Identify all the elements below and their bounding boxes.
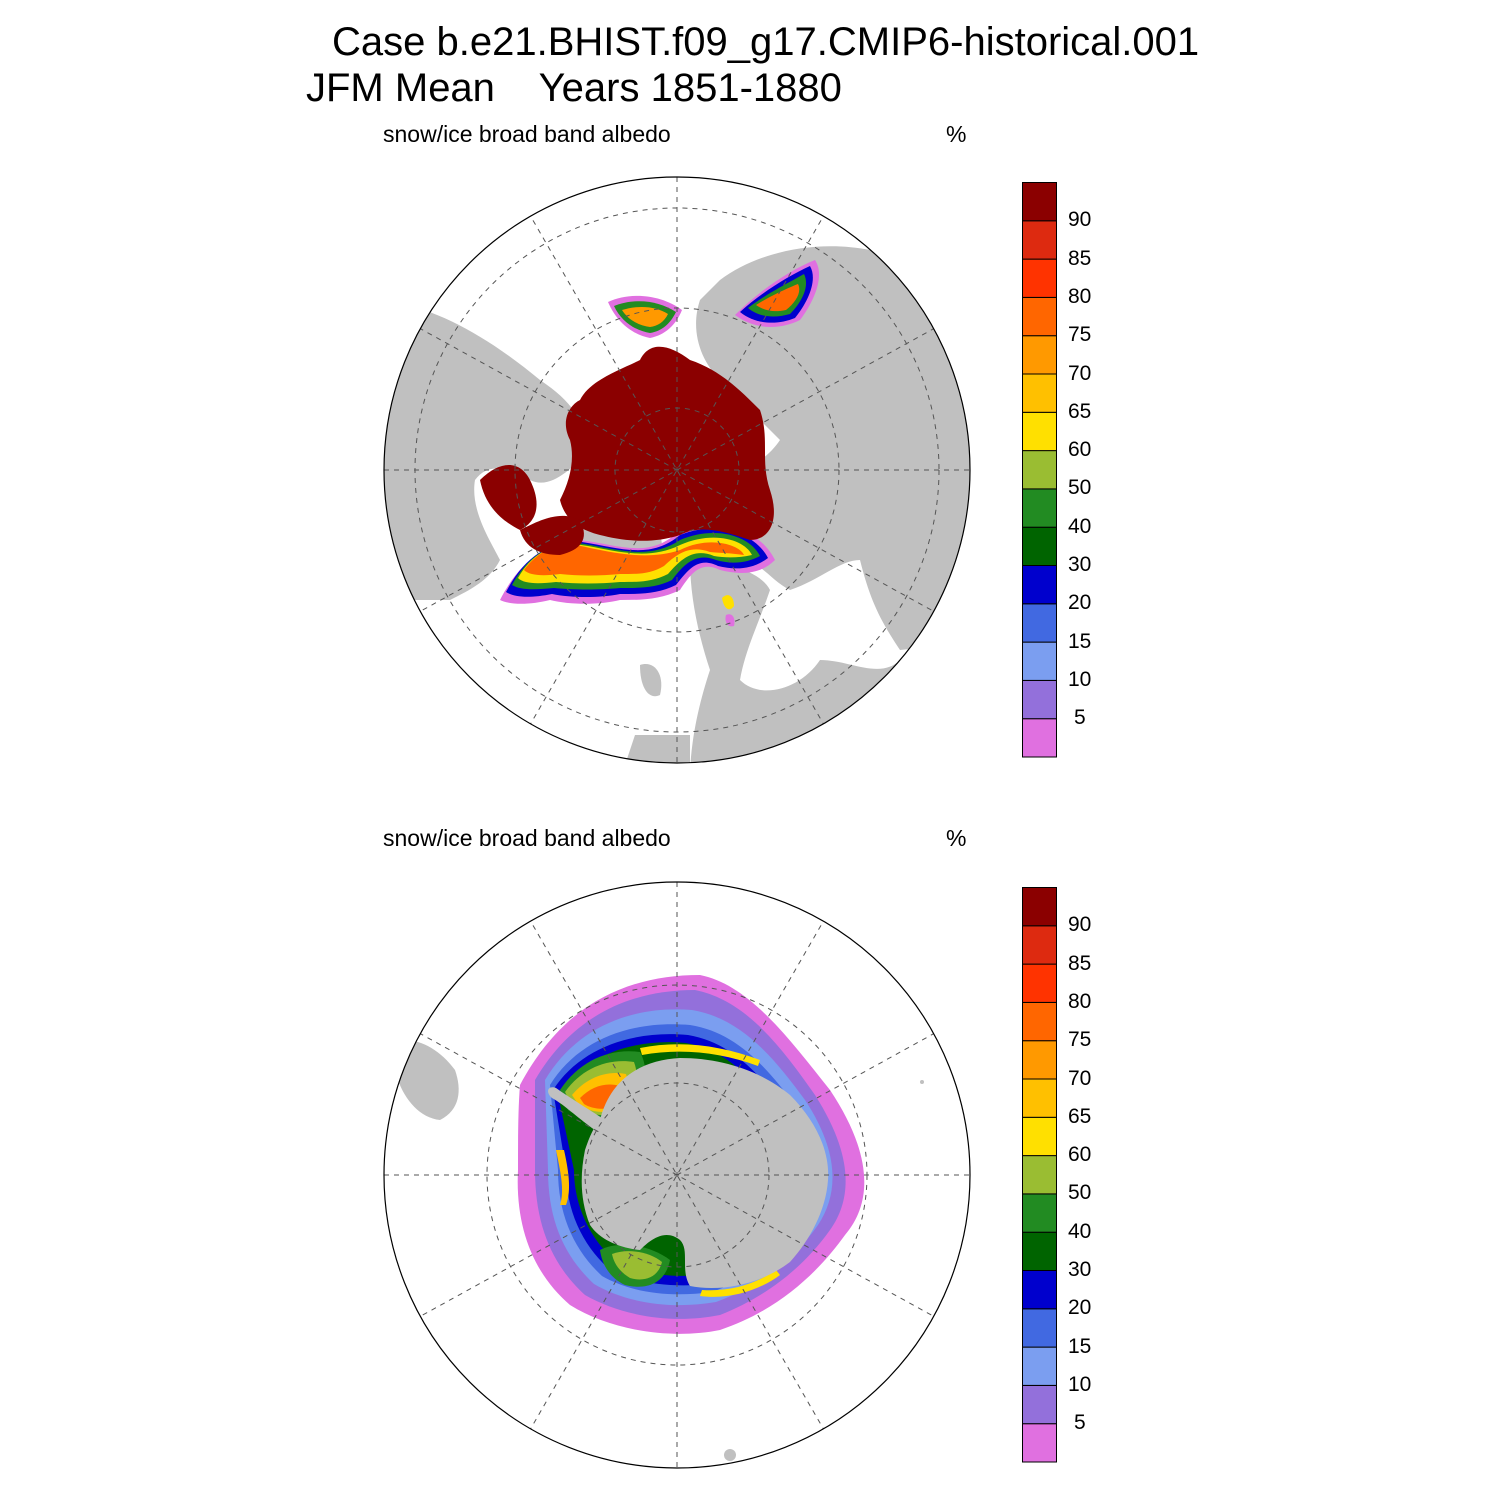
nh-colorbar-boxes — [1022, 182, 1057, 758]
nh-colorbar-box — [1022, 718, 1057, 758]
sh-colorbar-box — [1022, 1231, 1057, 1272]
sh-colorbar-tick-label: 90 — [1068, 913, 1092, 937]
sh-colorbar-box — [1022, 1193, 1057, 1233]
nh-colorbar-box — [1022, 565, 1057, 605]
sh-colorbar-tick-label: 15 — [1068, 1334, 1092, 1358]
sh-graticule — [384, 882, 970, 1468]
nh-colorbar-tick-label: 15 — [1068, 629, 1092, 653]
nh-colorbar-tick-label: 90 — [1068, 208, 1092, 232]
nh-colorbar-tick-label: 40 — [1068, 514, 1092, 538]
nh-map-border — [383, 176, 971, 764]
nh-colorbar-box — [1022, 641, 1057, 681]
sh-colorbar-box — [1022, 1040, 1057, 1080]
sh-colorbar-box — [1022, 925, 1057, 965]
sh-colorbar-tick-label: 20 — [1068, 1296, 1092, 1320]
sh-colorbar-tick-label: 10 — [1068, 1372, 1092, 1396]
nh-colorbar-tick-label: 10 — [1068, 667, 1092, 691]
nh-map — [383, 176, 971, 764]
sh-colorbar-tick-label: 60 — [1068, 1143, 1092, 1167]
nh-colorbar-tick-label: 70 — [1068, 361, 1092, 385]
nh-colorbar-box — [1022, 296, 1057, 337]
nh-colorbar-tick-label: 85 — [1068, 246, 1092, 270]
nh-colorbar-box — [1022, 526, 1057, 567]
sh-colorbar-tick-label: 85 — [1068, 951, 1092, 975]
sh-colorbar-boxes — [1022, 887, 1057, 1463]
sh-map-border — [383, 881, 971, 1469]
nh-colorbar-tick-label: 30 — [1068, 553, 1092, 576]
nh-colorbar-tick-label: 20 — [1068, 591, 1092, 615]
sh-colorbar-box — [1022, 887, 1057, 927]
nh-colorbar-box — [1022, 450, 1057, 490]
sh-colorbar-tick-label: 30 — [1068, 1258, 1092, 1281]
nh-colorbar-box — [1022, 488, 1057, 528]
sh-land — [398, 1039, 924, 1461]
nh-colorbar-box — [1022, 411, 1057, 452]
nh-colorbar-box — [1022, 182, 1057, 222]
nh-colorbar-tick-label: 65 — [1068, 399, 1092, 423]
nh-colorbar-tick-label: 75 — [1068, 323, 1092, 347]
nh-graticule — [384, 177, 970, 763]
sh-colorbar-tick-label: 65 — [1068, 1104, 1092, 1128]
sh-colorbar-box — [1022, 1116, 1057, 1157]
figure-title-period: JFM Mean Years 1851-1880 — [306, 66, 842, 110]
sh-colorbar-box — [1022, 1270, 1057, 1310]
sh-colorbar-box — [1022, 963, 1057, 1003]
sh-colorbar-box — [1022, 1346, 1057, 1386]
figure-title-case: Case b.e21.BHIST.f09_g17.CMIP6-historica… — [332, 20, 1200, 64]
sh-colorbar-tick-label: 80 — [1068, 989, 1092, 1013]
sh-colorbar-box — [1022, 1001, 1057, 1042]
nh-colorbar-tick-label: 60 — [1068, 438, 1092, 462]
nh-colorbar-tick-label: 5 — [1074, 706, 1086, 730]
sh-colorbar-tick-label: 75 — [1068, 1028, 1092, 1052]
nh-variable-label: snow/ice broad band albedo — [383, 121, 671, 147]
sh-colorbar-box — [1022, 1423, 1057, 1463]
sh-colorbar-box — [1022, 1384, 1057, 1425]
sh-colorbar-box — [1022, 1155, 1057, 1195]
sh-colorbar-box — [1022, 1078, 1057, 1118]
nh-colorbar-box — [1022, 603, 1057, 643]
nh-colorbar-box — [1022, 373, 1057, 413]
nh-units-label: % — [946, 121, 967, 147]
nh-colorbar-box — [1022, 220, 1057, 260]
nh-colorbar-box — [1022, 335, 1057, 375]
sh-colorbar-tick-label: 5 — [1074, 1411, 1086, 1435]
sh-colorbar-tick-label: 70 — [1068, 1066, 1092, 1090]
sh-map — [383, 881, 971, 1469]
sh-colorbar-tick-label: 50 — [1068, 1181, 1092, 1205]
nh-colorbar-tick-label: 50 — [1068, 476, 1092, 500]
sh-colorbar-box — [1022, 1308, 1057, 1348]
nh-colorbar-box — [1022, 679, 1057, 720]
nh-colorbar-tick-label: 80 — [1068, 284, 1092, 308]
sh-colorbar-tick-label: 40 — [1068, 1219, 1092, 1243]
sh-variable-label: snow/ice broad band albedo — [383, 825, 671, 851]
sh-units-label: % — [946, 825, 967, 851]
nh-colorbar-box — [1022, 258, 1057, 298]
